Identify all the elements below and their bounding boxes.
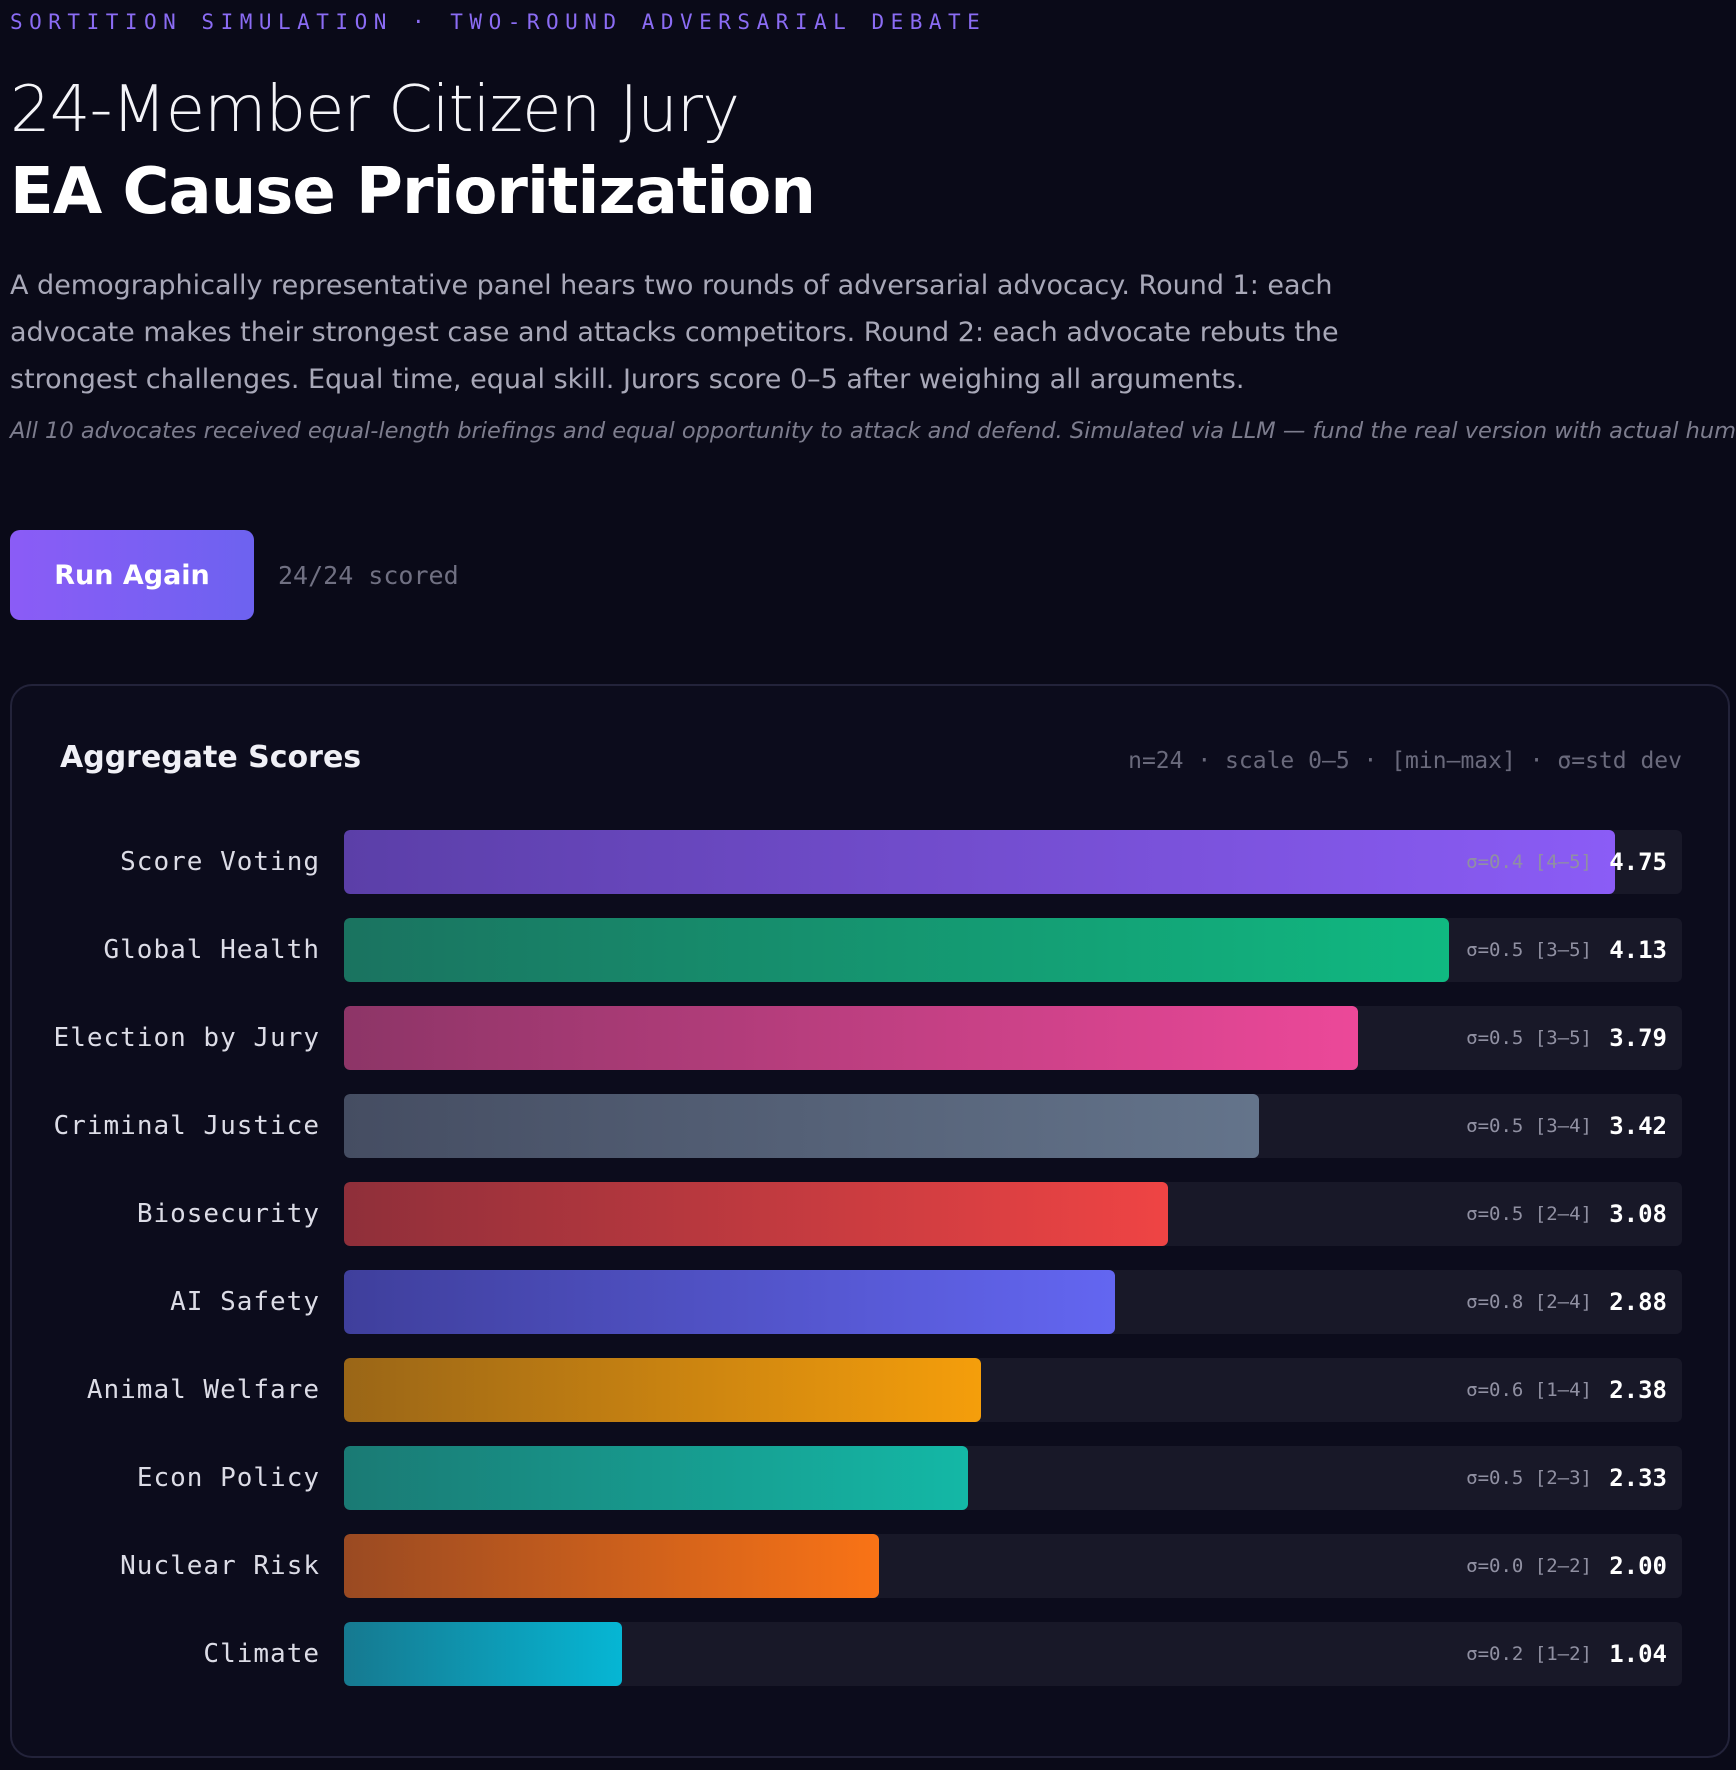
bar-stats-label: σ=0.8 [2–4] xyxy=(1466,1291,1592,1313)
chart-row: Animal Welfare σ=0.6 [1–4] 2.38 xyxy=(0,1358,1736,1422)
bar-value-label: 4.13 xyxy=(1609,936,1667,964)
chart-row: Score Voting σ=0.4 [4–5] 4.75 xyxy=(0,830,1736,894)
panel-title: Aggregate Scores xyxy=(60,740,362,775)
bar xyxy=(344,1006,1358,1070)
bar-category-label: Criminal Justice xyxy=(53,1111,320,1141)
bar-value-label: 1.04 xyxy=(1609,1640,1667,1668)
chart-row: Nuclear Risk σ=0.0 [2–2] 2.00 xyxy=(0,1534,1736,1598)
bar-track xyxy=(344,1182,1682,1246)
bar-category-label: Econ Policy xyxy=(136,1463,320,1493)
bar-track xyxy=(344,918,1682,982)
bar-track xyxy=(344,1534,1682,1598)
bar-category-label: Election by Jury xyxy=(53,1023,320,1053)
bar-category-label: Animal Welfare xyxy=(86,1375,320,1405)
bar-track xyxy=(344,1094,1682,1158)
chart-row: Election by Jury σ=0.5 [3–5] 3.79 xyxy=(0,1006,1736,1070)
bar-stats-label: σ=0.5 [2–3] xyxy=(1466,1467,1592,1489)
bar-stats-label: σ=0.4 [4–5] xyxy=(1466,851,1592,873)
bar xyxy=(344,1094,1259,1158)
bar-track xyxy=(344,1622,1682,1686)
bar-value-label: 3.08 xyxy=(1609,1200,1667,1228)
bar xyxy=(344,1534,879,1598)
run-again-button[interactable]: Run Again xyxy=(10,530,254,620)
bar-track xyxy=(344,1358,1682,1422)
bar-stats-label: σ=0.5 [3–5] xyxy=(1466,939,1592,961)
bar xyxy=(344,918,1449,982)
bar-category-label: Score Voting xyxy=(120,847,320,877)
bar-value-label: 2.33 xyxy=(1609,1464,1667,1492)
bar-category-label: Biosecurity xyxy=(136,1199,320,1229)
bar-stats-label: σ=0.5 [2–4] xyxy=(1466,1203,1592,1225)
bar xyxy=(344,1270,1115,1334)
chart-row: Global Health σ=0.5 [3–5] 4.13 xyxy=(0,918,1736,982)
page-subtitle: EA Cause Prioritization xyxy=(10,155,816,229)
bar-value-label: 3.79 xyxy=(1609,1024,1667,1052)
disclaimer-note: All 10 advocates received equal-length b… xyxy=(10,418,1736,444)
bar-stats-label: σ=0.5 [3–5] xyxy=(1466,1027,1592,1049)
description-text: A demographically representative panel h… xyxy=(10,270,1339,395)
bar-category-label: Global Health xyxy=(103,935,320,965)
bar-value-label: 2.88 xyxy=(1609,1288,1667,1316)
bar xyxy=(344,830,1615,894)
bar-stats-label: σ=0.2 [1–2] xyxy=(1466,1643,1592,1665)
bar xyxy=(344,1622,622,1686)
bar-track xyxy=(344,1006,1682,1070)
bar xyxy=(344,1446,968,1510)
chart-row: Econ Policy σ=0.5 [2–3] 2.33 xyxy=(0,1446,1736,1510)
bar-stats-label: σ=0.6 [1–4] xyxy=(1466,1379,1592,1401)
bar-track xyxy=(344,1270,1682,1334)
bar xyxy=(344,1358,981,1422)
chart-row: Criminal Justice σ=0.5 [3–4] 3.42 xyxy=(0,1094,1736,1158)
bar-stats-label: σ=0.0 [2–2] xyxy=(1466,1555,1592,1577)
bar-track xyxy=(344,830,1682,894)
bar-track xyxy=(344,1446,1682,1510)
chart-row: AI Safety σ=0.8 [2–4] 2.88 xyxy=(0,1270,1736,1334)
eyebrow-label: SORTITION SIMULATION · TWO-ROUND ADVERSA… xyxy=(10,10,987,34)
chart-row: Climate σ=0.2 [1–2] 1.04 xyxy=(0,1622,1736,1686)
page-title: 24-Member Citizen Jury xyxy=(10,73,740,147)
bar-category-label: AI Safety xyxy=(170,1287,320,1317)
bar-value-label: 3.42 xyxy=(1609,1112,1667,1140)
panel-meta: n=24 · scale 0–5 · [min–max] · σ=std dev xyxy=(1128,748,1682,774)
bar xyxy=(344,1182,1168,1246)
bar-category-label: Nuclear Risk xyxy=(120,1551,320,1581)
bar-stats-label: σ=0.5 [3–4] xyxy=(1466,1115,1592,1137)
chart-row: Biosecurity σ=0.5 [2–4] 3.08 xyxy=(0,1182,1736,1246)
bar-value-label: 2.38 xyxy=(1609,1376,1667,1404)
bar-value-label: 4.75 xyxy=(1609,848,1667,876)
scored-status: 24/24 scored xyxy=(278,561,459,590)
bar-value-label: 2.00 xyxy=(1609,1552,1667,1580)
bar-category-label: Climate xyxy=(203,1639,320,1669)
